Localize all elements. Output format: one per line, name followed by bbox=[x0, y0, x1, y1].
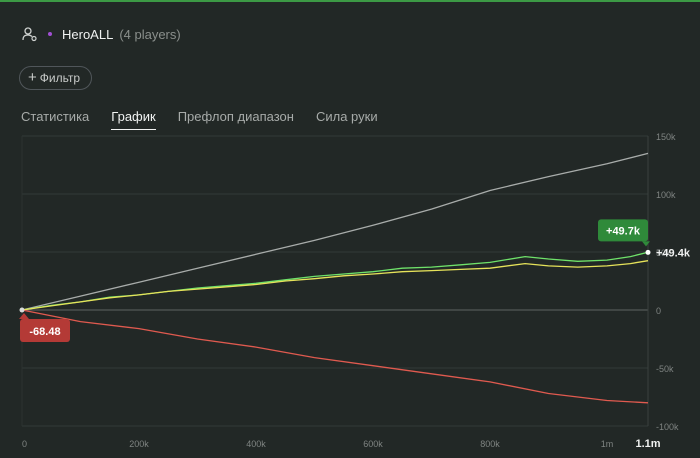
tab-preflop-range[interactable]: Префлоп диапазон bbox=[177, 109, 294, 124]
series-line bbox=[21, 309, 649, 404]
value-badge-red bbox=[20, 319, 70, 342]
x-tick-label: 800k bbox=[480, 439, 500, 449]
series-line bbox=[21, 152, 649, 311]
x-tick-label: 1.1m bbox=[635, 438, 660, 450]
tab-bar: Статистика График Префлоп диапазон Сила … bbox=[21, 109, 400, 130]
x-tick-label: 200k bbox=[129, 439, 149, 449]
y-tick-label: 150k bbox=[656, 132, 676, 142]
series-line bbox=[21, 251, 649, 311]
series-line bbox=[21, 260, 649, 311]
y-axis-ticks: 150k 100k 50k 0 -50k -100k bbox=[656, 132, 679, 432]
value-badge-text: +49.7k bbox=[606, 225, 641, 237]
filter-label: Фильтр bbox=[39, 71, 81, 85]
x-tick-label: 0 bbox=[22, 439, 27, 449]
x-axis-ticks: 0 200k 400k 600k 800k 1m 1.1m bbox=[22, 438, 661, 450]
user-settings-icon[interactable] bbox=[22, 26, 38, 42]
start-marker bbox=[19, 307, 25, 313]
chart-lines bbox=[21, 152, 649, 404]
y-tick-label: 100k bbox=[656, 190, 676, 200]
x-tick-label: 1m bbox=[601, 439, 614, 449]
x-tick-label: 600k bbox=[363, 439, 383, 449]
tab-statistics[interactable]: Статистика bbox=[21, 109, 90, 124]
hero-name: HeroALL bbox=[62, 26, 114, 42]
filter-button[interactable]: + Фильтр bbox=[19, 66, 93, 90]
winnings-chart: 0 200k 400k 600k 800k 1m 1.1m 150k 100k 50k 0 -50k… bbox=[19, 132, 691, 450]
chart-grid bbox=[21, 135, 649, 427]
value-badge-green bbox=[598, 219, 648, 242]
player-header: HeroALL (4 players) bbox=[22, 24, 181, 44]
y-tick-label: -100k bbox=[656, 422, 679, 432]
y-tick-label: -50k bbox=[656, 364, 674, 374]
plus-icon: + bbox=[28, 69, 37, 86]
badge-pointer bbox=[19, 313, 29, 319]
x-tick-label: 400k bbox=[246, 439, 266, 449]
end-marker bbox=[645, 249, 651, 255]
badge-pointer bbox=[642, 241, 650, 247]
chart-annotations: +49.7k +49.4k -68.48 bbox=[19, 219, 691, 342]
player-count: (4 players) bbox=[119, 26, 181, 42]
end-value-label: +49.4k bbox=[656, 247, 691, 259]
tab-hand-strength[interactable]: Сила руки bbox=[315, 109, 378, 124]
status-dot bbox=[48, 32, 52, 36]
y-tick-label: 50k bbox=[656, 248, 671, 258]
y-tick-label: 0 bbox=[656, 306, 661, 316]
value-badge-text: -68.48 bbox=[29, 326, 60, 338]
tab-graph[interactable]: График bbox=[111, 109, 156, 130]
